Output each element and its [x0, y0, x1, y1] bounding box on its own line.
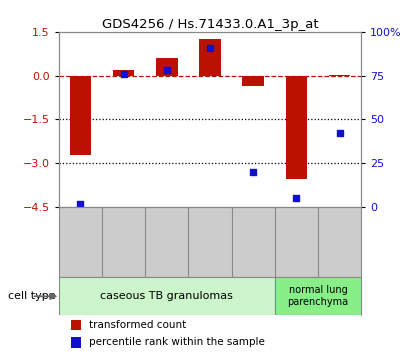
- Title: GDS4256 / Hs.71433.0.A1_3p_at: GDS4256 / Hs.71433.0.A1_3p_at: [102, 18, 318, 31]
- Bar: [242, 76, 264, 86]
- Point: [250, 169, 257, 175]
- Point: [77, 201, 84, 206]
- Bar: [71, 320, 81, 330]
- Text: percentile rank within the sample: percentile rank within the sample: [89, 337, 265, 347]
- Bar: [199, 39, 221, 76]
- Bar: [156, 58, 178, 76]
- Point: [207, 45, 213, 51]
- Text: transformed count: transformed count: [89, 320, 186, 330]
- Text: caseous TB granulomas: caseous TB granulomas: [100, 291, 233, 301]
- Bar: [329, 75, 350, 76]
- Bar: [70, 76, 91, 154]
- Point: [336, 131, 343, 136]
- Bar: [286, 76, 307, 179]
- Point: [120, 71, 127, 77]
- Text: cell type: cell type: [8, 291, 56, 301]
- Point: [163, 68, 170, 73]
- Bar: [275, 277, 361, 315]
- Bar: [71, 337, 81, 348]
- Point: [293, 195, 300, 201]
- Bar: [59, 277, 275, 315]
- Bar: [113, 70, 134, 76]
- Text: normal lung
parenchyma: normal lung parenchyma: [287, 285, 349, 307]
